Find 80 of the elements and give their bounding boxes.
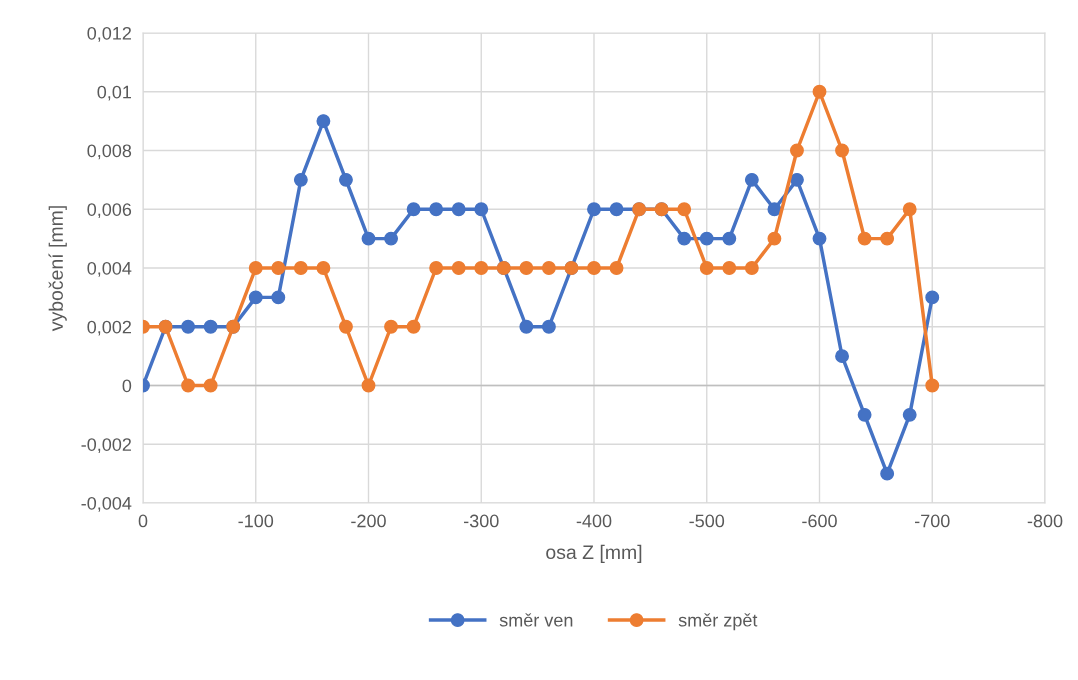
point (880, 466, 895, 481)
point (271, 261, 286, 275)
point (429, 261, 444, 275)
point (587, 202, 601, 217)
point (857, 407, 872, 422)
point (767, 231, 782, 246)
point (406, 202, 421, 217)
point (519, 261, 534, 275)
point (541, 261, 556, 275)
point (790, 143, 804, 158)
point (609, 261, 624, 275)
point (474, 261, 489, 275)
point (925, 290, 940, 305)
point (384, 231, 398, 246)
point (699, 261, 714, 275)
y-tick-label: 0,01 (97, 85, 132, 101)
point (519, 319, 534, 334)
point (541, 319, 556, 334)
point (248, 261, 263, 275)
x-tick-label: 0 (138, 514, 148, 528)
point (587, 261, 601, 275)
point (316, 261, 331, 275)
y-tick-label: 0,004 (87, 261, 132, 277)
point (857, 231, 872, 246)
y-tick-label: 0,002 (87, 320, 131, 336)
point (790, 172, 804, 187)
point (722, 261, 737, 275)
x-tick-label: -100 (238, 514, 274, 528)
x-tick-label: -200 (351, 514, 386, 528)
point (677, 231, 692, 246)
point (835, 349, 849, 364)
point (902, 407, 917, 422)
point (902, 202, 917, 217)
y-tick-label: -0,002 (81, 438, 131, 454)
point (316, 114, 331, 129)
point (203, 378, 218, 393)
point (203, 319, 218, 334)
x-tick-label: -800 (1027, 514, 1063, 528)
point (677, 202, 692, 217)
point (293, 261, 308, 275)
x-tick-label: -400 (576, 514, 612, 528)
point (429, 202, 444, 217)
point (293, 172, 308, 187)
point (812, 84, 827, 99)
point (609, 202, 624, 217)
point (451, 261, 466, 275)
point (812, 231, 827, 246)
point (699, 231, 714, 246)
point (474, 202, 489, 217)
point (339, 172, 353, 187)
point (271, 290, 286, 305)
point (181, 378, 196, 393)
y-tick-label: 0,006 (87, 203, 132, 219)
point (880, 231, 895, 246)
point (451, 202, 466, 217)
x-tick-label: -700 (914, 514, 950, 528)
y-axis-title: vybočení [mm] (48, 206, 67, 332)
point (925, 378, 940, 393)
x-tick-label: -300 (463, 514, 499, 528)
point (744, 172, 759, 187)
point (248, 290, 263, 305)
x-axis-title: osa Z [mm] (546, 544, 642, 563)
x-tick-label: -600 (802, 514, 837, 528)
y-tick-label: 0,008 (87, 144, 132, 160)
point (722, 231, 737, 246)
y-tick-label: 0 (122, 379, 132, 393)
legend-label: směr zpět (678, 613, 758, 631)
x-tick-label: -500 (689, 514, 725, 528)
point (181, 319, 196, 334)
y-tick-label: -0,004 (81, 496, 132, 512)
point (361, 378, 376, 393)
point (339, 319, 353, 334)
y-tick-label: 0,012 (87, 26, 131, 42)
point (406, 319, 421, 334)
point (835, 143, 849, 158)
legend-label: směr ven (499, 613, 573, 627)
point (361, 231, 376, 246)
point (744, 261, 759, 275)
point (767, 202, 782, 217)
point (384, 319, 398, 334)
